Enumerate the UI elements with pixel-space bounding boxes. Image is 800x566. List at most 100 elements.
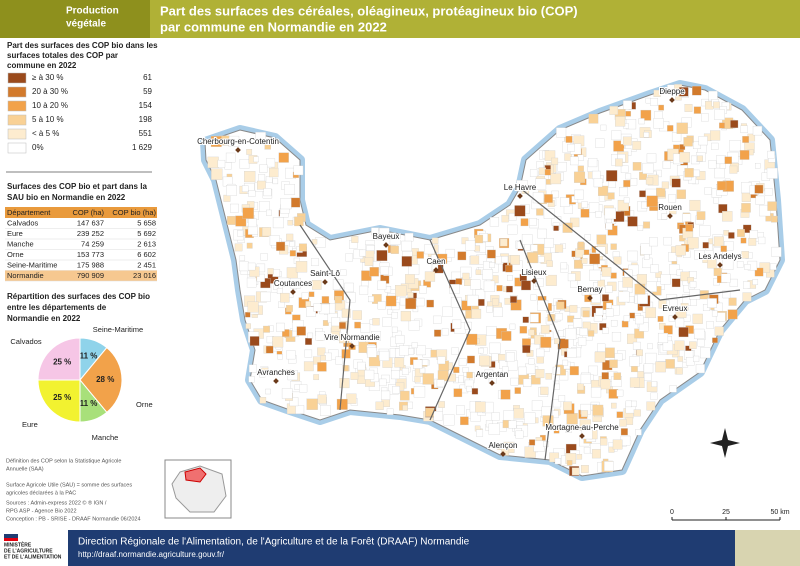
commune [431,237,439,244]
commune [622,100,632,110]
commune [623,315,630,322]
commune [339,333,349,344]
commune [711,310,718,317]
commune [248,364,257,373]
commune [248,218,257,228]
commune [395,285,407,297]
commune [604,207,616,220]
commune [711,142,719,150]
commune [619,419,627,427]
commune [729,165,738,174]
commune [269,167,279,178]
commune [702,242,709,249]
commune [675,367,683,375]
legend-swatch [7,72,27,84]
commune [235,215,247,227]
commune [451,347,459,355]
commune [770,263,777,271]
commune [597,279,605,288]
city-label: Cherbourg-en-Cotentin [197,137,279,146]
commune [379,378,387,387]
commune [635,315,644,325]
commune [620,428,628,436]
commune [239,159,250,169]
commune [249,336,260,346]
commune [434,329,442,337]
commune [617,199,629,212]
commune [610,320,618,327]
legend-swatch [7,128,27,140]
commune [535,369,545,379]
note: Définition des COP selon la Statistique … [6,458,121,464]
commune [645,97,652,104]
commune [234,243,243,252]
commune [605,308,614,317]
commune [306,398,318,410]
commune [615,158,623,167]
note: Annuelle (SAA) [6,466,44,472]
commune [646,195,658,207]
commune [650,264,659,273]
commune [262,227,272,237]
legend-label: 10 à 20 % [32,101,68,110]
commune [604,461,614,472]
commune [605,222,613,230]
legend-label: 20 à 30 % [32,87,68,96]
commune [595,211,602,218]
commune [535,178,547,190]
commune [645,307,657,319]
commune [483,280,495,292]
commune [295,261,308,273]
table-header-cell: COP bio (ha) [112,208,156,217]
commune [597,343,606,352]
commune [301,292,309,300]
commune [475,269,482,275]
commune [466,333,478,345]
commune [506,352,515,362]
logo-flag [4,538,18,541]
commune [637,293,648,305]
commune [276,241,286,251]
commune [509,323,516,330]
commune [438,401,445,408]
note: agricoles déclarées à la PAC [6,490,76,496]
commune [651,381,658,388]
commune [339,378,350,389]
commune [646,401,656,411]
commune [616,389,624,397]
commune [749,230,758,239]
commune [629,178,638,186]
city-label: Alençon [489,441,518,450]
commune [416,251,424,259]
commune [296,326,306,336]
commune [255,131,266,143]
legend-count: 551 [139,129,153,138]
commune [642,162,654,174]
commune [684,168,694,178]
commune [507,224,518,235]
commune [263,325,270,333]
commune [678,327,689,338]
commune [569,217,580,228]
commune [639,190,647,198]
commune [306,306,317,317]
table-title: Surfaces des COP bio et part dans la [7,182,147,191]
commune [277,353,283,360]
commune [687,237,699,249]
commune [706,321,714,329]
commune [437,253,448,264]
commune [737,229,745,237]
commune [376,233,383,241]
commune [505,264,513,273]
pie-value-label: 25 % [53,393,71,402]
commune [565,135,573,143]
commune [371,331,381,341]
inset-normandy [184,467,207,483]
commune [579,419,591,431]
commune [592,404,604,416]
commune [722,259,734,270]
commune [730,120,739,129]
commune [566,347,577,358]
commune [405,274,415,284]
commune [558,395,566,402]
